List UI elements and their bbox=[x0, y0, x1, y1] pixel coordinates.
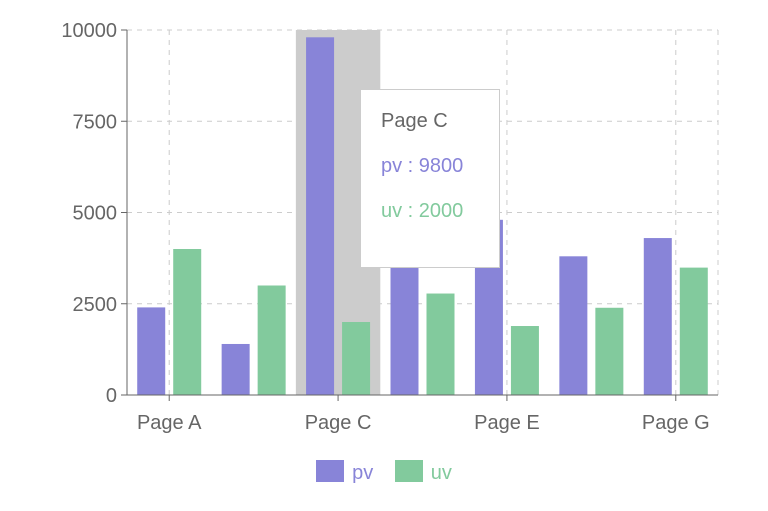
tooltip: Page C pv : 9800 uv : 2000 bbox=[360, 89, 500, 268]
legend-item-pv[interactable]: pv bbox=[316, 460, 373, 485]
x-tick-label: Page A bbox=[137, 412, 202, 434]
y-tick-label: 7500 bbox=[73, 111, 118, 133]
bar-pv-page-a bbox=[137, 307, 166, 395]
bar-uv-page-g bbox=[679, 267, 708, 395]
legend: pv uv bbox=[0, 460, 768, 485]
bar-uv-page-f bbox=[595, 307, 624, 395]
tooltip-uv: uv : 2000 bbox=[381, 200, 464, 222]
x-tick-label: Page E bbox=[474, 412, 540, 434]
y-tick-label: 10000 bbox=[61, 20, 117, 42]
bar-uv-page-a bbox=[173, 249, 202, 395]
bar-uv-page-e bbox=[510, 326, 539, 395]
legend-label-pv: pv bbox=[352, 462, 374, 484]
tooltip-title: Page C bbox=[381, 110, 448, 132]
bar-pv-page-c bbox=[306, 37, 335, 396]
bar-pv-page-g bbox=[643, 238, 672, 395]
y-tick-label: 0 bbox=[106, 385, 117, 407]
legend-swatch-uv bbox=[394, 460, 423, 482]
x-tick-label: Page C bbox=[305, 412, 372, 434]
legend-label-uv: uv bbox=[430, 462, 452, 484]
x-tick-label: Page G bbox=[642, 412, 710, 434]
y-tick-label: 5000 bbox=[73, 203, 118, 225]
bar-uv-page-b bbox=[257, 285, 286, 395]
bar-pv-page-d bbox=[390, 252, 419, 395]
legend-item-uv[interactable]: uv bbox=[394, 460, 452, 485]
legend-swatch-pv bbox=[316, 460, 345, 482]
bar-uv-page-d bbox=[426, 293, 455, 395]
bar-pv-page-f bbox=[559, 256, 588, 395]
y-tick-label: 2500 bbox=[73, 294, 118, 316]
bar-pv-page-b bbox=[221, 343, 250, 395]
bar-uv-page-c bbox=[342, 322, 371, 395]
tooltip-pv: pv : 9800 bbox=[381, 155, 464, 177]
